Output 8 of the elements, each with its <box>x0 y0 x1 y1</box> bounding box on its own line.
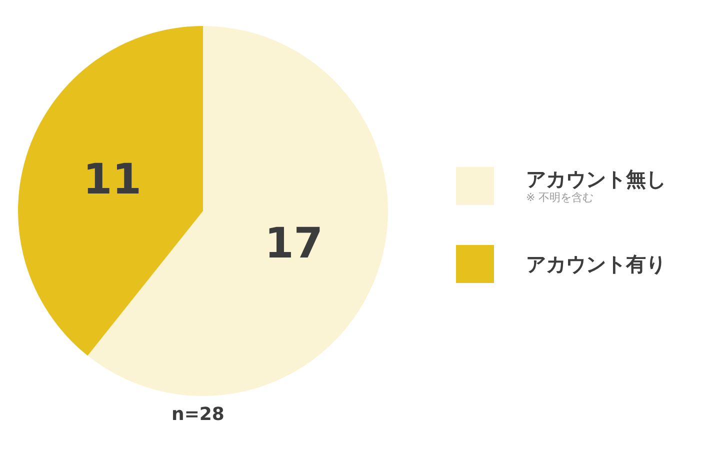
text: ※ 不明を含む <box>526 191 595 205</box>
data-label: 17 <box>264 218 324 268</box>
text: n=28 <box>170 404 226 425</box>
pie-slice <box>88 26 388 396</box>
data-label: 11 <box>82 154 142 204</box>
legend-label: アカウント有り <box>526 252 666 276</box>
pie-slice <box>18 26 203 356</box>
legend-label: アカウント無し <box>526 167 666 191</box>
